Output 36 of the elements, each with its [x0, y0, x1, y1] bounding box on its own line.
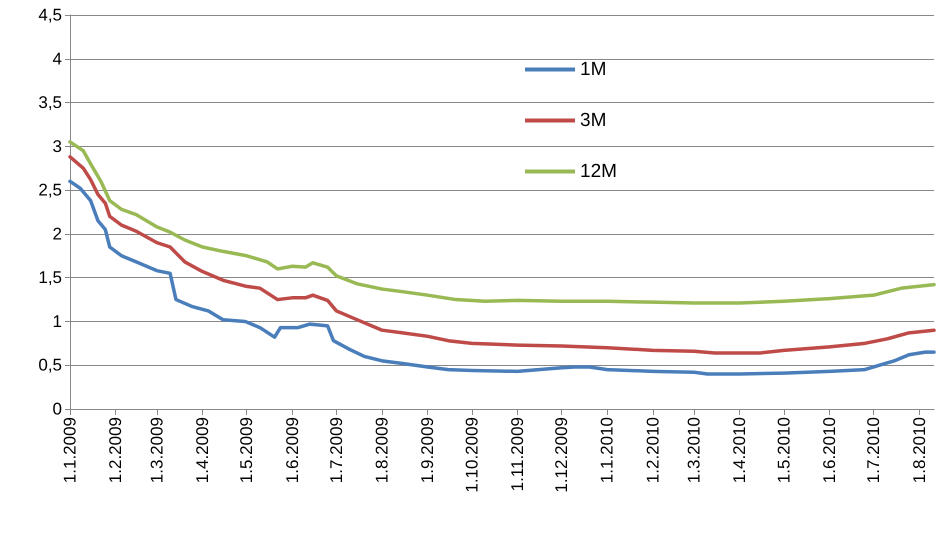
- legend-label: 3M: [580, 110, 606, 131]
- y-tick-label: 0: [52, 400, 62, 418]
- x-tick-label: 1.3.2010: [684, 417, 704, 484]
- y-tick-label: 1: [52, 312, 62, 331]
- x-tick-label: 1.8.2010: [910, 417, 929, 484]
- line-series: [68, 180, 936, 376]
- x-tick-label: 1.6.2010: [820, 417, 839, 484]
- x-tick-label: 1.8.2009: [372, 417, 392, 484]
- x-tick-label: 1.11.2009: [508, 417, 527, 492]
- x-tick-label: 1.12.2009: [552, 417, 572, 493]
- y-tick-label: 4: [52, 49, 62, 68]
- x-tick-label: 1.7.2010: [864, 417, 884, 484]
- y-tick-label: 2: [52, 224, 62, 244]
- x-tick-label: 1.3.2009: [147, 417, 166, 484]
- y-tick-label: 2,5: [38, 180, 62, 200]
- x-tick-label: 1.10.2009: [462, 417, 482, 493]
- x-tick-label: 1.1.2010: [598, 417, 617, 484]
- y-tick-label: 0,5: [38, 356, 62, 375]
- y-tick-label: 3,5: [38, 93, 62, 112]
- x-tick-label: 1.4.2009: [192, 417, 212, 484]
- x-tick-label: 1.1.2009: [60, 417, 80, 484]
- x-tick-label: 1.6.2009: [282, 417, 302, 484]
- x-tick-label: 1.7.2009: [326, 417, 346, 484]
- line-series: [68, 140, 936, 305]
- x-tick-label: 1.5.2009: [237, 417, 256, 484]
- line-series: [68, 155, 936, 355]
- x-tick-label: 1.2.2010: [643, 417, 662, 484]
- x-tick-label: 1.2.2009: [106, 417, 126, 484]
- y-tick-label: 3: [52, 136, 62, 156]
- legend-label: 1M: [580, 59, 606, 80]
- y-tick-label: 4,5: [38, 6, 62, 24]
- y-tick-label: 1,5: [38, 268, 62, 288]
- x-tick-label: 1.4.2010: [730, 417, 750, 484]
- x-tick-label: 1.9.2009: [418, 417, 438, 484]
- legend-label: 12M: [580, 161, 617, 182]
- x-tick-label: 1.5.2010: [774, 417, 794, 484]
